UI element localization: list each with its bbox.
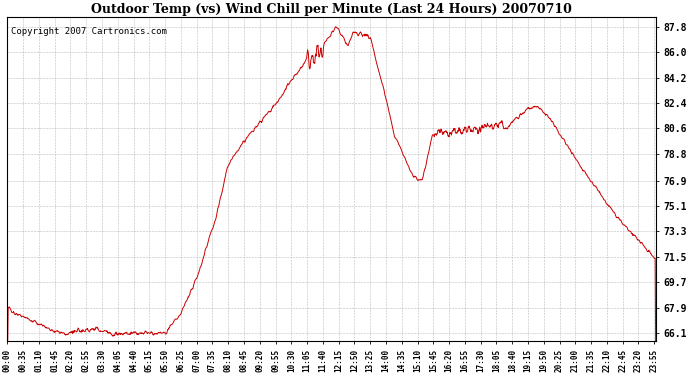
Text: Copyright 2007 Cartronics.com: Copyright 2007 Cartronics.com (10, 27, 166, 36)
Title: Outdoor Temp (vs) Wind Chill per Minute (Last 24 Hours) 20070710: Outdoor Temp (vs) Wind Chill per Minute … (91, 3, 572, 16)
